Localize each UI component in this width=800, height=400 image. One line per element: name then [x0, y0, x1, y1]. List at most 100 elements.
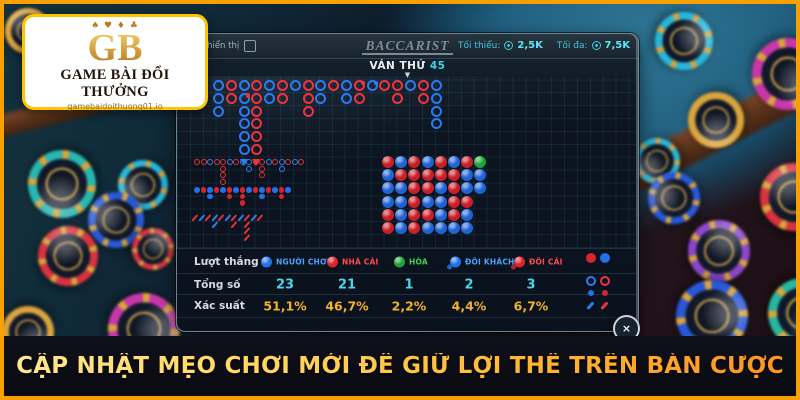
- road-cell-player: [213, 80, 224, 91]
- road-cell-banker: [392, 80, 404, 91]
- road-cell-player: [238, 144, 250, 155]
- total-tie: 1: [404, 277, 414, 292]
- road-cell-player: [250, 214, 258, 222]
- road-cell-banker: [421, 169, 434, 182]
- road-cell-player: [213, 105, 224, 117]
- road-cell-player: [259, 187, 265, 193]
- smallroad-blue-icon[interactable]: [588, 290, 594, 296]
- probability-row: Xác suất 51,1% 46,7% 2,2% 4,4% 6,7%: [177, 294, 636, 318]
- prob-player: 51,1%: [263, 298, 307, 314]
- road-cell-banker: [220, 172, 226, 178]
- total-banker-pair: 3: [526, 277, 536, 292]
- road-cell-player: [278, 165, 285, 172]
- road-cell-player: [474, 169, 487, 182]
- road-cell-player: [434, 208, 447, 221]
- road-cell-player: [430, 118, 442, 130]
- road-cell-player: [421, 195, 434, 208]
- road-cell-banker: [239, 187, 246, 193]
- cockroach-blue-slash-icon[interactable]: [586, 301, 595, 310]
- road-cell-banker: [408, 208, 421, 221]
- road-cell-player: [366, 80, 378, 91]
- road-cell-banker: [230, 214, 238, 222]
- road-cell-player: [434, 222, 447, 234]
- road-cell-player: [238, 118, 250, 130]
- road-cell-banker: [272, 159, 278, 165]
- logo-url: gamebaidoithuong01.io: [67, 102, 163, 111]
- road-cell-player: [434, 182, 447, 195]
- max-bet-label: Tối đa:: [556, 40, 588, 51]
- baccarat-statistics-panel: động hiển thị BACCARIST Tối thiểu: 2,5K …: [176, 33, 639, 332]
- road-cell-player: [461, 169, 474, 182]
- road-cell-banker: [239, 200, 246, 206]
- road-cell-player: [211, 220, 219, 228]
- road-cell-player: [461, 222, 474, 234]
- road-cell-banker: [243, 214, 251, 222]
- panel-header: động hiển thị BACCARIST Tối thiểu: 2,5K …: [177, 34, 638, 59]
- road-type-toggle-icons[interactable]: [586, 248, 622, 331]
- banker-pair-icon: [511, 256, 525, 269]
- road-cell-player: [430, 92, 442, 104]
- road-cell-player: [291, 159, 298, 165]
- logo-monogram: GB: [25, 29, 205, 67]
- road-cell-player: [405, 80, 416, 91]
- road-cell-player: [382, 169, 394, 182]
- display-toggle-checkbox[interactable]: [244, 40, 257, 52]
- road-cell-banker: [461, 195, 474, 208]
- road-cell-player: [237, 214, 245, 222]
- road-cell-player: [341, 92, 352, 104]
- road-cell-player: [264, 80, 276, 91]
- road-cell-player: [238, 105, 250, 117]
- bead-red-icon[interactable]: [586, 253, 596, 263]
- totals-row: Tổng số 23 21 1 2 3: [177, 273, 636, 295]
- chip-coin-icon: [591, 41, 601, 50]
- banner-text: CẬP NHẬT MẸO CHƠI MỚI ĐỂ GIỮ LỢI THẾ TRÊ…: [16, 353, 784, 379]
- road-cell-banker: [213, 159, 220, 165]
- road-cell-player: [259, 193, 265, 200]
- road-cell-banker: [382, 208, 394, 221]
- road-cell-player: [226, 159, 233, 165]
- banker-ball-icon: [327, 256, 338, 267]
- road-cell-banker: [302, 105, 314, 117]
- road-cell-banker: [265, 187, 272, 193]
- road-cell-player: [278, 159, 285, 165]
- road-cell-banker: [302, 80, 314, 91]
- road-cell-banker: [448, 169, 460, 182]
- smallroad-red-icon[interactable]: [602, 290, 608, 296]
- road-cell-player: [207, 187, 213, 193]
- road-cell-player: [233, 187, 239, 193]
- road-cell-banker: [220, 165, 226, 172]
- legend-item-player-pair: ĐÔI KHÁCH: [447, 256, 515, 269]
- road-cell-banker: [220, 178, 226, 185]
- road-cell-player: [239, 159, 246, 165]
- prob-tie: 2,2%: [391, 298, 427, 314]
- road-cell-player: [272, 187, 278, 193]
- bead-blue-icon[interactable]: [600, 253, 610, 263]
- bigroad-blue-ring-icon[interactable]: [586, 276, 596, 286]
- road-cell-banker: [200, 187, 207, 193]
- road-cell-banker: [298, 159, 304, 165]
- max-bet-value: 7,5K: [604, 40, 630, 51]
- chevron-down-icon: ▼: [404, 71, 411, 79]
- logo-title: GAME BÀI ĐỔI THƯỞNG: [60, 67, 170, 100]
- min-bet-value: 2,5K: [517, 40, 543, 51]
- cockroach-red-slash-icon[interactable]: [600, 301, 609, 310]
- road-cell-banker: [256, 214, 264, 222]
- bigroad-red-ring-icon[interactable]: [600, 276, 610, 286]
- road-cell-banker: [461, 156, 474, 168]
- display-toggle-label: động hiển thị: [183, 41, 240, 51]
- road-cell-banker: [226, 187, 233, 193]
- road-cell-banker: [194, 159, 200, 165]
- road-cell-banker: [328, 80, 340, 91]
- road-cell-player: [265, 159, 272, 165]
- road-cell-player: [220, 187, 226, 193]
- road-cell-banker: [392, 92, 404, 104]
- legend-row: Lượt thắng NGƯỜI CHƠI NHÀ CÁI HÒA ĐÔI KH…: [177, 248, 636, 274]
- road-cell-banker: [408, 195, 421, 208]
- min-bet-label: Tối thiểu:: [458, 40, 501, 51]
- legend-item-banker: NHÀ CÁI: [327, 256, 378, 267]
- road-cell-banker: [408, 222, 421, 234]
- total-player: 23: [275, 277, 295, 292]
- road-cell-banker: [417, 80, 429, 91]
- road-cell-banker: [252, 159, 259, 165]
- road-cell-player: [289, 80, 301, 91]
